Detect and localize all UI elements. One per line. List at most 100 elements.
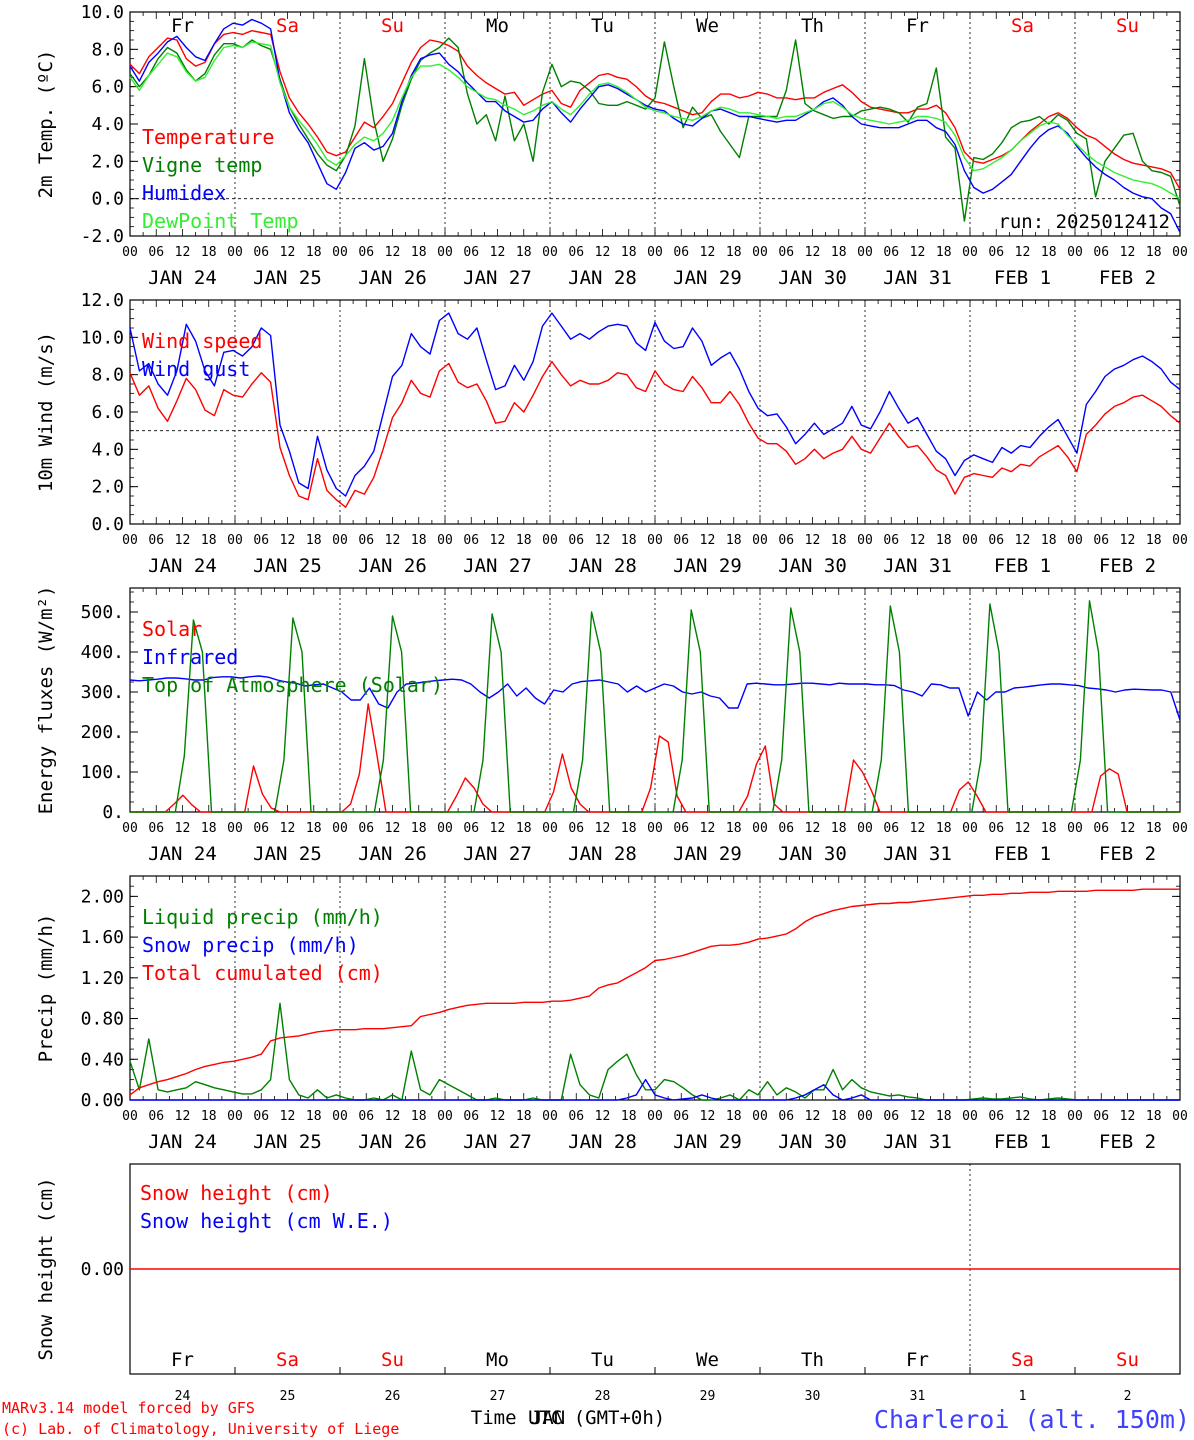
y-tick-label: 0.80	[81, 1009, 124, 1030]
hour-tick-label: 18	[201, 821, 217, 836]
hour-tick-label: 06	[148, 1109, 164, 1124]
series-line-wind-gust	[129, 312, 1181, 497]
hour-tick-label: 00	[752, 533, 768, 548]
date-label: JAN 30	[778, 267, 847, 289]
weekday-label: Sa	[276, 15, 299, 37]
weekday-label: Sa	[276, 1349, 299, 1371]
hour-tick-label: 00	[647, 533, 663, 548]
series-line-top-of-atmosphere-solar	[130, 600, 1180, 813]
y-tick-label: 0.40	[81, 1049, 124, 1070]
hour-tick-label: 12	[595, 533, 611, 548]
y-tick-label: 12.0	[81, 290, 124, 311]
hour-tick-label: 00	[1067, 245, 1083, 260]
hour-tick-label: 12	[490, 245, 506, 260]
hour-tick-label: 18	[1146, 533, 1162, 548]
hour-tick-label: 06	[358, 1109, 374, 1124]
hour-tick-label: 12	[805, 1109, 821, 1124]
hour-tick-label: 18	[411, 533, 427, 548]
hour-tick-label: 18	[516, 821, 532, 836]
hour-tick-label: 00	[857, 245, 873, 260]
hour-tick-label: 12	[700, 1109, 716, 1124]
hour-tick-label: 12	[700, 821, 716, 836]
y-tick-label: 2.0	[91, 151, 124, 172]
hour-tick-label: 06	[253, 1109, 269, 1124]
station-name: Charleroi (alt. 150m)	[874, 1405, 1190, 1434]
hour-tick-label: 18	[516, 1109, 532, 1124]
hour-tick-label: 06	[148, 821, 164, 836]
legend-entry: Total cumulated (cm)	[142, 961, 383, 985]
y-tick-label: 6.0	[91, 402, 124, 423]
hour-tick-label: 06	[463, 821, 479, 836]
hour-tick-label: 18	[621, 245, 637, 260]
hour-tick-label: 12	[595, 821, 611, 836]
panel-2: 00 06 12 18 JAN 24 00 06 12 18 JAN 25 00 06 12 18 JAN …	[35, 290, 1188, 577]
hour-tick-label: 12	[175, 1109, 191, 1124]
weekday-label: Su	[1116, 1349, 1139, 1371]
legend-entry: DewPoint Temp	[142, 209, 299, 233]
hour-tick-label: 12	[805, 533, 821, 548]
y-tick-label: 2.0	[91, 477, 124, 498]
hour-tick-label: 06	[463, 245, 479, 260]
hour-tick-label: 12	[280, 245, 296, 260]
hour-tick-label: 18	[1041, 245, 1057, 260]
y-axis-label: 2m Temp. (ºC)	[35, 50, 57, 199]
hour-tick-label: 00	[332, 245, 348, 260]
date-label: JAN 26	[358, 267, 427, 289]
y-tick-label: 300.	[81, 682, 124, 703]
day-number-label: 29	[700, 1389, 716, 1404]
hour-tick-label: 00	[1067, 1109, 1083, 1124]
date-label: JAN 27	[463, 843, 532, 865]
date-label: JAN 26	[358, 1131, 427, 1153]
hour-tick-label: 06	[883, 821, 899, 836]
hour-tick-label: 06	[1093, 533, 1109, 548]
hour-tick-label: 12	[175, 821, 191, 836]
y-tick-label: 10.0	[81, 327, 124, 348]
series-line-total-cumulated-cm	[129, 888, 1180, 1096]
hour-tick-label: 00	[1172, 821, 1188, 836]
weekday-label: Fr	[171, 15, 194, 37]
hour-tick-label: 18	[411, 245, 427, 260]
hour-tick-label: 00	[1067, 821, 1083, 836]
weekday-label: We	[696, 1349, 719, 1371]
hour-tick-label: 18	[411, 821, 427, 836]
hour-tick-label: 12	[385, 821, 401, 836]
hour-tick-label: 12	[910, 1109, 926, 1124]
hour-tick-label: 06	[568, 533, 584, 548]
legend-entry: Snow precip (mm/h)	[142, 933, 359, 957]
day-number-label: 26	[385, 1389, 401, 1404]
date-label: FEB 2	[1099, 843, 1156, 865]
hour-tick-label: 12	[1015, 533, 1031, 548]
hour-tick-label: 18	[201, 533, 217, 548]
hour-tick-label: 12	[1015, 245, 1031, 260]
hour-tick-label: 06	[778, 821, 794, 836]
hour-tick-label: 18	[831, 245, 847, 260]
legend-entry: Solar	[142, 617, 202, 641]
hour-tick-label: 18	[621, 821, 637, 836]
date-label: JAN 25	[253, 843, 322, 865]
date-label: JAN 24	[148, 555, 217, 577]
hour-tick-label: 12	[1015, 1109, 1031, 1124]
hour-tick-label: 00	[962, 821, 978, 836]
date-label: JAN 24	[148, 1131, 217, 1153]
date-label: JAN 27	[463, 1131, 532, 1153]
hour-tick-label: 06	[568, 821, 584, 836]
legend-entry: Wind speed	[142, 329, 262, 353]
hour-tick-label: 12	[1120, 533, 1136, 548]
weekday-label: Su	[1116, 15, 1139, 37]
date-label: FEB 1	[994, 843, 1051, 865]
date-label: FEB 2	[1099, 1131, 1156, 1153]
date-label: JAN 28	[568, 555, 637, 577]
hour-tick-label: 18	[831, 533, 847, 548]
hour-tick-label: 06	[988, 245, 1004, 260]
hour-tick-label: 00	[752, 1109, 768, 1124]
day-number-label: 25	[280, 1389, 296, 1404]
hour-tick-label: 18	[726, 821, 742, 836]
y-tick-label: 8.0	[91, 39, 124, 60]
hour-tick-label: 12	[1120, 245, 1136, 260]
hour-tick-label: 00	[122, 821, 138, 836]
hour-tick-label: 06	[253, 245, 269, 260]
hour-tick-label: 00	[542, 533, 558, 548]
hour-tick-label: 06	[778, 533, 794, 548]
weekday-label: Fr	[171, 1349, 194, 1371]
hour-tick-label: 18	[1041, 821, 1057, 836]
